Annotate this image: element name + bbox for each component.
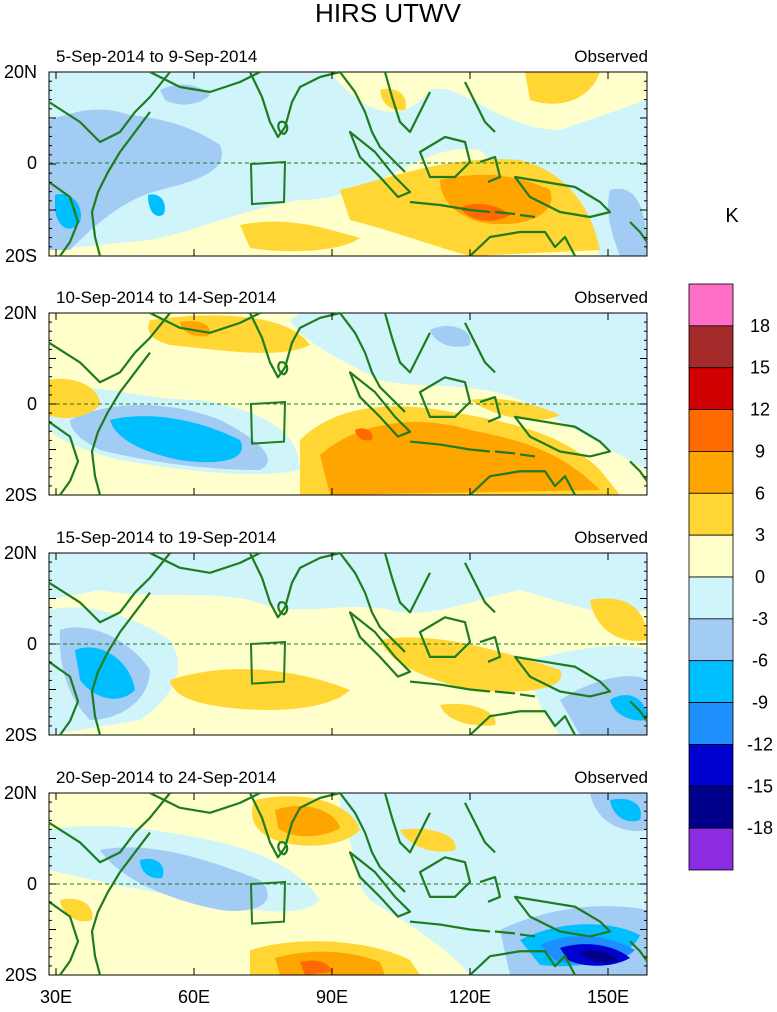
- lat-label: 0: [27, 874, 37, 894]
- panel-date-range: 15-Sep-2014 to 19-Sep-2014: [56, 528, 276, 547]
- colorbar-segment: [688, 827, 734, 871]
- panel-observed-label: Observed: [574, 288, 648, 307]
- colorbar-level-label: -12: [747, 734, 773, 754]
- colorbar-segment: [688, 367, 734, 410]
- lat-label: 0: [27, 634, 37, 654]
- lat-label: 20N: [4, 62, 37, 82]
- colorbar-level-label: 18: [750, 316, 770, 336]
- lat-label: 20N: [4, 783, 37, 803]
- panel-date-range: 10-Sep-2014 to 14-Sep-2014: [56, 288, 276, 307]
- coastline: [48, 791, 648, 976]
- colorbar-segment: [688, 283, 734, 327]
- colorbar-segment: [688, 325, 734, 369]
- colorbar-segment: [688, 702, 734, 745]
- colorbar-level-label: -3: [752, 609, 768, 629]
- contour-field: [49, 313, 647, 495]
- lon-label: 120E: [449, 987, 491, 1007]
- lat-label: 20N: [4, 543, 37, 563]
- colorbar-level-label: 0: [755, 567, 765, 587]
- colorbar: 18 15 12 9 6 3 0 -3 -6 -9 -12 -15 -18: [688, 283, 773, 871]
- colorbar-segment: [688, 744, 734, 787]
- lon-label: 150E: [587, 987, 629, 1007]
- colorbar-level-label: 12: [750, 400, 770, 420]
- colorbar-segment: [688, 534, 734, 578]
- map-panel-1: [48, 71, 648, 257]
- colorbar-level-label: -15: [747, 776, 773, 796]
- panel-overlay-4: [48, 791, 648, 976]
- contour-field: [49, 793, 647, 975]
- lon-label: 30E: [40, 987, 72, 1007]
- colorbar-level-label: -9: [752, 693, 768, 713]
- panel-overlay-1: [48, 70, 648, 257]
- lat-label: 20S: [5, 246, 37, 266]
- box-region: [249, 640, 287, 685]
- colorbar-segment: [688, 451, 734, 494]
- lat-label: 20S: [5, 965, 37, 985]
- axis-ticks: [49, 71, 647, 257]
- coastline: [48, 311, 648, 496]
- panel-observed-label: Observed: [574, 47, 648, 66]
- colorbar-level-label: 9: [755, 441, 765, 461]
- box-region: [249, 880, 287, 925]
- axis-ticks: [49, 552, 647, 736]
- lon-label: 60E: [178, 987, 210, 1007]
- lat-label: 20S: [5, 485, 37, 505]
- coastline: [48, 70, 648, 257]
- colorbar-segment: [688, 618, 734, 662]
- contour-field: [49, 553, 647, 735]
- colorbar-segment: [688, 492, 734, 536]
- neg-anom: [49, 72, 647, 256]
- box-region: [249, 400, 287, 445]
- panel-date-range: 20-Sep-2014 to 24-Sep-2014: [56, 768, 276, 787]
- coastline: [48, 551, 648, 736]
- colorbar-level-label: -18: [747, 818, 773, 838]
- map-panel-3: [48, 552, 648, 736]
- panel-observed-label: Observed: [574, 768, 648, 787]
- colorbar-segment: [688, 576, 734, 620]
- lat-label: 0: [27, 153, 37, 173]
- panel-observed-label: Observed: [574, 528, 648, 547]
- lat-label: 0: [27, 394, 37, 414]
- contour-field: [49, 72, 647, 256]
- figure-title: HIRS UTWV: [315, 0, 462, 28]
- lat-label: 20N: [4, 303, 37, 323]
- map-panel-4: [48, 792, 648, 976]
- colorbar-level-label: 15: [750, 358, 770, 378]
- colorbar-level-label: -6: [752, 651, 768, 671]
- colorbar-level-label: 6: [755, 483, 765, 503]
- colorbar-segment: [688, 409, 734, 452]
- colorbar-unit: K: [725, 205, 739, 227]
- lat-label: 20S: [5, 725, 37, 745]
- lon-label: 90E: [316, 987, 348, 1007]
- colorbar-segment: [688, 785, 734, 829]
- axis-ticks: [49, 792, 647, 976]
- colorbar-level-label: 3: [755, 525, 765, 545]
- panel-overlay-2: [48, 311, 648, 496]
- map-panel-2: [48, 312, 648, 496]
- panel-overlay-3: [48, 551, 648, 736]
- box-region: [249, 160, 287, 206]
- colorbar-segment: [688, 660, 734, 703]
- panel-date-range: 5-Sep-2014 to 9-Sep-2014: [56, 47, 257, 66]
- axis-ticks: [49, 312, 647, 496]
